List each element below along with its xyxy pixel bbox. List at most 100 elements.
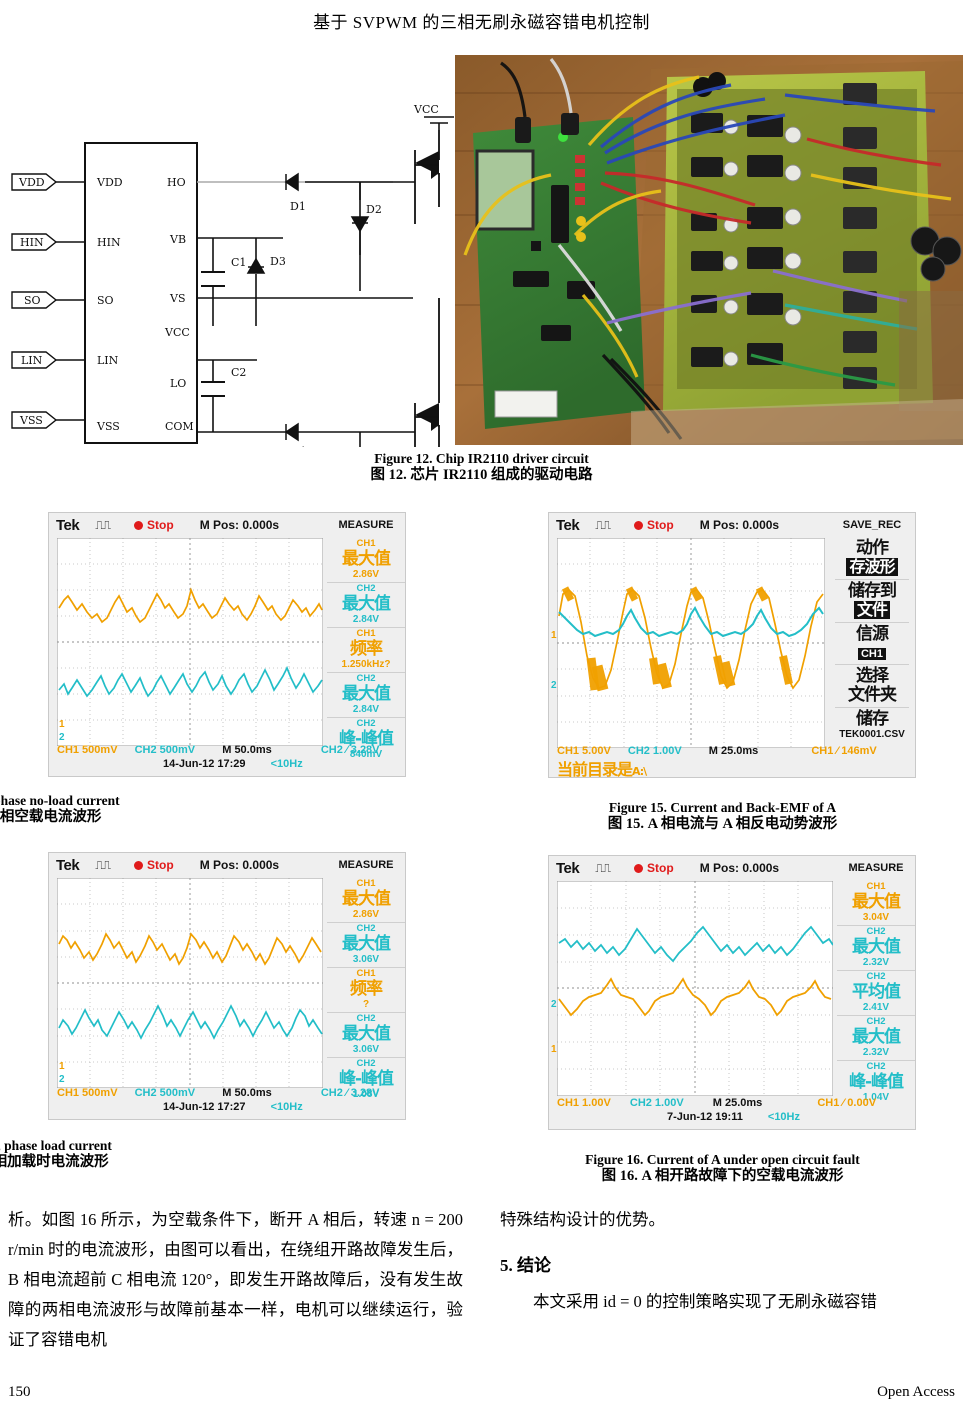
time-base: M 25.0ms	[708, 745, 759, 757]
figure-15-caption: Figure 15. Current and Back-EMF of A 图 1…	[607, 800, 838, 832]
frequency-note: <10Hz	[270, 758, 303, 770]
component-label-d2: D2	[366, 203, 382, 216]
component-label-d4: D4	[290, 445, 306, 447]
waveform-grid: 1 2	[551, 538, 825, 748]
figure-16-oscilloscope: Tek ⎍⎍ Stop M Pos: 0.000s MEASURE	[548, 855, 916, 1130]
time-base: M 25.0ms	[712, 1097, 763, 1109]
component-label-d3: D3	[270, 255, 286, 268]
scope-brand: Tek	[556, 859, 580, 877]
measurement-item: CH1 最大值 3.04V	[852, 881, 901, 923]
body-column-left: 析。如图 16 所示，为空载条件下，断开 A 相后，转速 n = 200 r/m…	[8, 1205, 463, 1355]
run-stop-status: Stop	[634, 518, 674, 532]
trigger-info: CH1 ⁄ 146mV	[811, 745, 877, 757]
scope-brand: Tek	[556, 516, 580, 534]
ch1-ground-marker: 1	[59, 1061, 65, 1072]
measurement-item: CH1 频率 ?	[327, 967, 405, 1012]
tag-label-hin: HIN	[20, 236, 44, 249]
horizontal-position: M Pos: 0.000s	[199, 858, 280, 872]
ch1-scale: CH1 500mV	[57, 1087, 118, 1099]
ch1-ground-marker: 1	[59, 719, 65, 730]
stop-indicator-icon	[134, 860, 144, 870]
divider	[835, 622, 909, 623]
page-header: 基于 SVPWM 的三相无刷永磁容错电机控制	[313, 13, 650, 32]
current-directory-status: 当前目录是A:\	[557, 760, 647, 779]
measure-panel: CH1 最大值 2.86V CH2 最大值 3.06V CH1 频率 ? CH2…	[327, 878, 405, 1102]
pin-label-hin: HIN	[97, 236, 121, 249]
scope-topbar: Tek ⎍⎍ Stop M Pos: 0.000s	[49, 513, 405, 537]
pin-label-lin: LIN	[97, 354, 119, 367]
trigger-waveform-icon: ⎍⎍	[95, 517, 111, 532]
measurement-item: CH1 最大值 2.86V	[342, 538, 391, 580]
trigger-info: CH2 ⁄ 3.28V	[320, 744, 380, 756]
ch1-ground-marker: 1	[551, 1044, 557, 1055]
menu-item-source[interactable]: 信源 CH1	[856, 624, 889, 660]
pin-label-com: COM	[165, 420, 194, 433]
ch2-scale: CH2 1.00V	[627, 745, 682, 757]
figure-12-caption: Figure 12. Chip IR2110 driver circuit 图 …	[370, 451, 593, 483]
measurement-item: CH2 峰-峰值 1.04V	[837, 1060, 915, 1105]
menu-item-save-to[interactable]: 储存到 文件	[848, 581, 897, 619]
ch2-ground-marker: 2	[59, 732, 65, 743]
body-column-right: 特殊结构设计的优势。 5. 结论 本文采用 id = 0 的控制策略实现了无刷永…	[500, 1205, 955, 1317]
saved-file-name: TEK0001.CSV	[839, 729, 905, 740]
scope-brand: Tek	[56, 856, 80, 874]
menu-title: MEASURE	[338, 519, 394, 531]
paragraph-conclusion: 本文采用 id = 0 的控制策略实现了无刷永磁容错	[533, 1292, 877, 1311]
page-footer: 150 Open Access	[0, 1384, 963, 1406]
measurement-item: CH2 最大值 3.06V	[327, 1012, 405, 1057]
time-base: M 50.0ms	[222, 744, 272, 756]
menu-item-select-folder[interactable]: 选择 文件夹	[848, 666, 897, 705]
pin-label-so: SO	[97, 294, 114, 307]
figure-16-caption: Figure 16. Current of A under open circu…	[585, 1152, 860, 1184]
page-number: 150	[8, 1384, 31, 1400]
scope-status-bar: CH1 500mV CH2 500mV M 50.0ms CH2 ⁄ 3.28V…	[49, 742, 405, 776]
trigger-waveform-icon: ⎍⎍	[595, 517, 611, 532]
figure-14-caption: Figure 14. A, B, phase load current 图 14…	[0, 1138, 112, 1170]
section-heading-conclusion: 5. 结论	[500, 1256, 551, 1275]
figure-15-oscilloscope: Tek ⎍⎍ Stop M Pos: 0.000s SAVE_REC	[548, 512, 916, 779]
scope-topbar: Tek ⎍⎍ Stop M Pos: 0.000s	[549, 856, 915, 880]
measurement-item: CH2 最大值 2.32V	[837, 1015, 915, 1060]
ch1-scale: CH1 500mV	[57, 744, 118, 756]
pin-label-vs: VS	[169, 292, 185, 305]
ch2-ground-marker: 2	[551, 999, 557, 1010]
component-label-d1: D1	[290, 200, 306, 213]
ch2-scale: CH2 500mV	[134, 1087, 196, 1099]
timestamp: 7-Jun-12 19:11	[667, 1111, 743, 1123]
trigger-info: CH1 ⁄ 0.00V	[817, 1097, 877, 1109]
menu-item-store[interactable]: 储存 TEK0001.CSV	[829, 709, 915, 741]
ch2-ground-marker: 2	[551, 680, 557, 691]
run-stop-status: Stop	[634, 861, 674, 875]
figure-14-oscilloscope: Tek ⎍⎍ Stop M Pos: 0.000s MEASURE	[48, 852, 406, 1120]
supply-label-vcc: VCC	[413, 103, 439, 116]
menu-item-action[interactable]: 动作 存波形	[829, 538, 915, 578]
pin-label-vb: VB	[169, 233, 186, 246]
paragraph-advantage: 特殊结构设计的优势。	[500, 1210, 665, 1229]
menu-title: MEASURE	[848, 862, 904, 874]
horizontal-position: M Pos: 0.000s	[699, 518, 780, 532]
measurement-item: CH2 平均值 2.41V	[837, 970, 915, 1015]
scope-status-bar: CH1 500mV CH2 500mV M 50.0ms CH2 ⁄ 3.28V…	[49, 1085, 405, 1119]
trigger-waveform-icon: ⎍⎍	[95, 857, 111, 872]
ch2-ground-marker: 2	[59, 1074, 65, 1085]
component-label-c2: C2	[231, 366, 246, 379]
waveform-grid: 1 2	[57, 538, 323, 746]
ch1-scale: CH1 5.00V	[557, 745, 611, 757]
ch1-ground-marker: 1	[551, 630, 557, 641]
scope-status-bar: CH1 1.00V CH2 1.00V M 25.0ms CH1 ⁄ 0.00V…	[549, 1095, 915, 1129]
stop-indicator-icon	[634, 863, 644, 873]
measurement-item: CH1 最大值 2.86V	[342, 878, 391, 920]
pin-label-lo: LO	[170, 377, 186, 390]
tag-label-vss: VSS	[19, 414, 43, 427]
tag-label-lin: LIN	[21, 354, 43, 367]
menu-title: SAVE_REC	[842, 519, 902, 531]
divider	[835, 664, 909, 665]
open-access-label: Open Access	[877, 1384, 955, 1400]
horizontal-position: M Pos: 0.000s	[699, 861, 780, 875]
measure-panel: CH1 最大值 3.04V CH2 最大值 2.32V CH2 平均值 2.41…	[837, 881, 915, 1105]
pin-label-ho: HO	[167, 176, 186, 189]
scope-brand: Tek	[56, 516, 80, 534]
figure-13-oscilloscope: Tek ⎍⎍ Stop M Pos: 0.000s MEASURE	[48, 512, 406, 777]
figure-13-caption: Figure 13. A, B phase no-load current 图 …	[0, 793, 120, 825]
